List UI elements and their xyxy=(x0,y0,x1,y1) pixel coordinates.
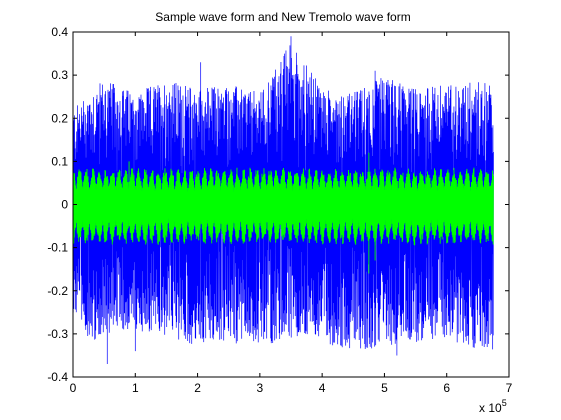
x-tick-label: 7 xyxy=(506,381,513,395)
y-tick-label: 0.4 xyxy=(51,25,68,39)
x-tick-label: 1 xyxy=(132,381,139,395)
chart-title: Sample wave form and New Tremolo wave fo… xyxy=(155,10,410,24)
series-sample-waveform xyxy=(73,36,494,365)
x-tick-label: 4 xyxy=(319,381,326,395)
x-tick-label: 5 xyxy=(381,381,388,395)
x-multiplier-base: x 10 xyxy=(479,401,502,415)
y-tick-label: 0.1 xyxy=(51,154,68,168)
x-multiplier-exponent: 5 xyxy=(502,398,507,408)
series-tremolo-waveform xyxy=(73,152,494,274)
x-tick-label: 3 xyxy=(257,381,264,395)
y-tick-label: 0.2 xyxy=(51,111,68,125)
y-tick-label: -0.2 xyxy=(47,284,68,298)
x-tick-label: 6 xyxy=(443,381,450,395)
x-multiplier-label: x 105 xyxy=(479,398,507,415)
y-tick-label: 0.3 xyxy=(51,68,68,82)
y-tick-label: -0.3 xyxy=(47,327,68,341)
y-tick-label: -0.4 xyxy=(47,370,68,384)
y-tick-label: 0 xyxy=(61,198,68,212)
x-tick-label: 0 xyxy=(70,381,77,395)
plot-area xyxy=(72,31,510,378)
x-tick-label: 2 xyxy=(194,381,201,395)
tick-layer: 0 1 2 3 4 5 6 7 0.4 0.3 0.2 0.1 0 -0.1 -0.2 -0.3 -0.4 xyxy=(47,25,512,395)
y-tick-label: -0.1 xyxy=(47,241,68,255)
